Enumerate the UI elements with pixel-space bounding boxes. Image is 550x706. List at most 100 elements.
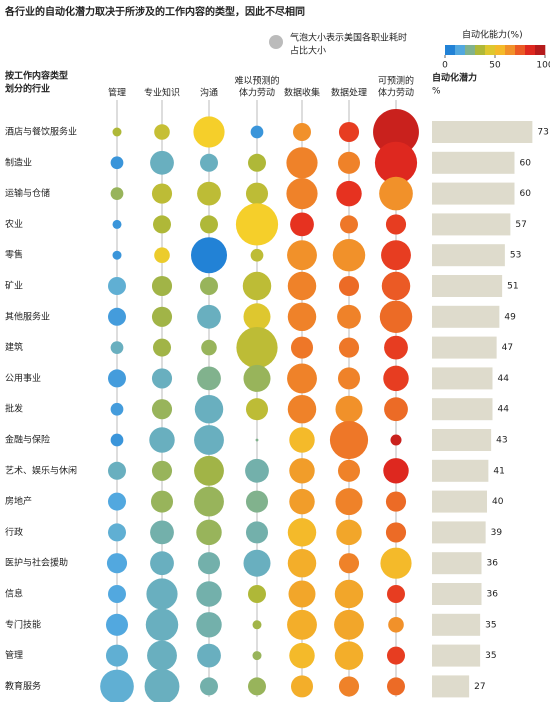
bubble — [194, 486, 224, 517]
bubble — [332, 238, 366, 272]
bubble — [248, 153, 266, 172]
bubble — [287, 302, 317, 332]
colorbar-cell — [445, 45, 456, 55]
potential-label: 53 — [510, 251, 521, 261]
colorbar-cell — [525, 45, 536, 55]
bubble — [288, 580, 316, 608]
bubble — [381, 240, 411, 271]
potential-label: 39 — [491, 528, 503, 538]
bubble — [110, 402, 124, 416]
bubble — [289, 488, 315, 515]
potential-label: 51 — [507, 282, 518, 292]
bubble — [379, 300, 413, 334]
potential-label: 57 — [515, 220, 526, 230]
potential-label: 36 — [487, 590, 499, 600]
bubble — [197, 304, 221, 329]
bubble — [110, 187, 124, 200]
bubble — [154, 124, 170, 140]
bubble — [248, 585, 266, 603]
potential-label: 49 — [504, 312, 516, 322]
bubble — [252, 651, 262, 661]
bubble — [110, 433, 124, 447]
potential-bar — [432, 521, 486, 544]
bubble — [248, 677, 266, 696]
bubble — [385, 522, 407, 543]
bubble — [287, 548, 317, 578]
bubble — [151, 306, 173, 327]
bubble — [200, 215, 218, 234]
bubble — [112, 250, 122, 260]
bubble — [380, 547, 412, 579]
bubble — [385, 214, 407, 235]
bubble — [335, 488, 363, 516]
potential-label: 47 — [502, 343, 513, 353]
bubble — [336, 180, 362, 207]
bubble — [337, 459, 361, 482]
bubble — [383, 365, 409, 392]
colorbar-cell — [465, 45, 476, 55]
colorbar-cell — [535, 45, 546, 55]
bubble — [108, 585, 126, 603]
potential-label: 35 — [485, 651, 496, 661]
potential-bar — [432, 151, 515, 174]
colorbar-tick-label: 50 — [489, 61, 501, 71]
bubble — [242, 271, 272, 301]
column-header: 难以预测的 — [234, 75, 279, 87]
bubble — [243, 364, 271, 392]
bubble — [243, 549, 271, 577]
colorbar-cell — [495, 45, 506, 55]
bubble — [245, 398, 269, 421]
size-note: 气泡大小表示美国各职业耗时 — [290, 32, 407, 44]
bubble — [379, 176, 413, 211]
bubble — [250, 125, 264, 139]
column-header: 体力劳动 — [378, 87, 414, 99]
bubble — [153, 338, 171, 357]
potential-label: 44 — [498, 374, 510, 384]
bubble — [151, 460, 173, 481]
bubble — [108, 369, 126, 388]
potential-bar — [432, 121, 533, 143]
row-label: 其他服务业 — [5, 310, 50, 322]
bubble — [374, 141, 418, 184]
bubble — [149, 427, 175, 453]
potential-bar — [432, 398, 493, 421]
bubble — [150, 490, 174, 513]
bubble — [196, 612, 222, 638]
bubble — [108, 492, 126, 511]
potential-bar — [432, 244, 505, 267]
bubble — [245, 182, 269, 205]
bubble — [108, 523, 126, 542]
bubble — [197, 643, 221, 668]
potential-bar — [432, 675, 470, 698]
bubble — [144, 668, 180, 704]
colorbar-cell — [515, 45, 526, 55]
bubble — [106, 553, 128, 574]
row-label: 制造业 — [5, 156, 32, 168]
column-header: 专业知识 — [144, 87, 180, 99]
size-legend-icon — [269, 35, 283, 49]
colorbar-cell — [505, 45, 516, 55]
bubble — [337, 304, 361, 329]
bubble — [150, 150, 174, 175]
bubble — [146, 578, 178, 610]
potential-label: 73 — [537, 128, 548, 138]
bubble — [337, 151, 361, 174]
colorbar-tick-label: 0 — [442, 61, 448, 71]
row-label: 公用事业 — [5, 372, 41, 384]
bubble — [287, 363, 317, 394]
column-header: 体力劳动 — [239, 87, 275, 99]
bubble — [194, 394, 224, 424]
potential-bar — [432, 305, 500, 328]
row-label: 医护与社会援助 — [5, 557, 68, 569]
column-header: 可预测的 — [378, 75, 414, 87]
bubble — [154, 247, 170, 263]
bubble — [335, 395, 363, 423]
bubble — [340, 215, 358, 234]
potential-bar — [432, 552, 482, 575]
bubble — [286, 147, 318, 179]
bubble — [381, 271, 411, 301]
bubble — [200, 677, 218, 696]
row-label: 金融与保险 — [5, 434, 50, 446]
potential-bar — [432, 490, 487, 513]
row-label: 运输与仓储 — [5, 187, 50, 199]
